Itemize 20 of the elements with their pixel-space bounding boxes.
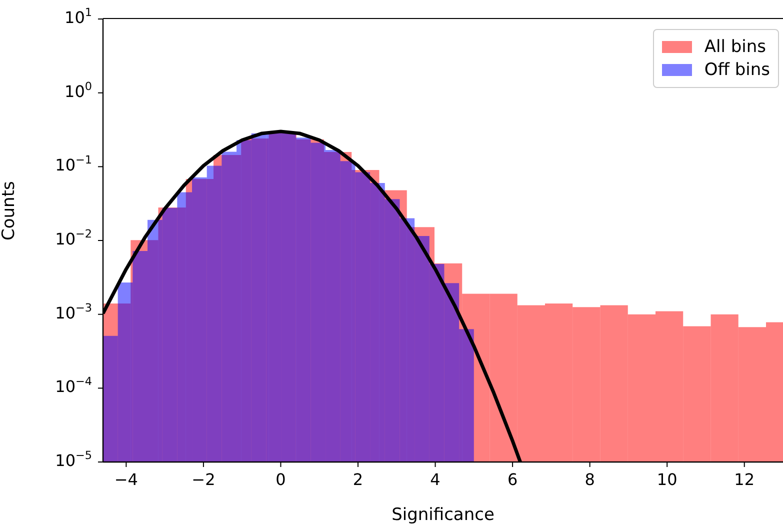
x-tick-label: 4 bbox=[430, 470, 440, 490]
y-axis-title: Counts bbox=[0, 181, 20, 240]
y-tick-label: 10$^{−2}$ bbox=[55, 227, 92, 249]
y-tick-label: 10$^{−1}$ bbox=[55, 153, 92, 176]
x-tick-label: −2 bbox=[192, 470, 216, 490]
x-tick-label: 10 bbox=[656, 470, 678, 490]
y-tick-label: 10$^{0}$ bbox=[64, 79, 92, 102]
x-tick-label: 8 bbox=[584, 470, 595, 490]
y-tick-label: 10$^{1}$ bbox=[64, 6, 92, 28]
legend-label: Off bins bbox=[704, 60, 770, 80]
legend-label: All bins bbox=[704, 37, 766, 57]
x-axis-title: Significance bbox=[392, 505, 494, 525]
x-tick-label: 12 bbox=[734, 470, 755, 490]
y-tick-label: 10$^{−3}$ bbox=[55, 300, 92, 323]
x-tick-label: 2 bbox=[352, 470, 364, 490]
x-tick-label: 6 bbox=[507, 470, 518, 490]
y-tick-label: 10$^{−4}$ bbox=[55, 374, 92, 397]
x-tick-label: −4 bbox=[114, 470, 138, 490]
y-tick-label: 10$^{−5}$ bbox=[55, 448, 92, 470]
x-tick-label: 0 bbox=[276, 470, 286, 490]
